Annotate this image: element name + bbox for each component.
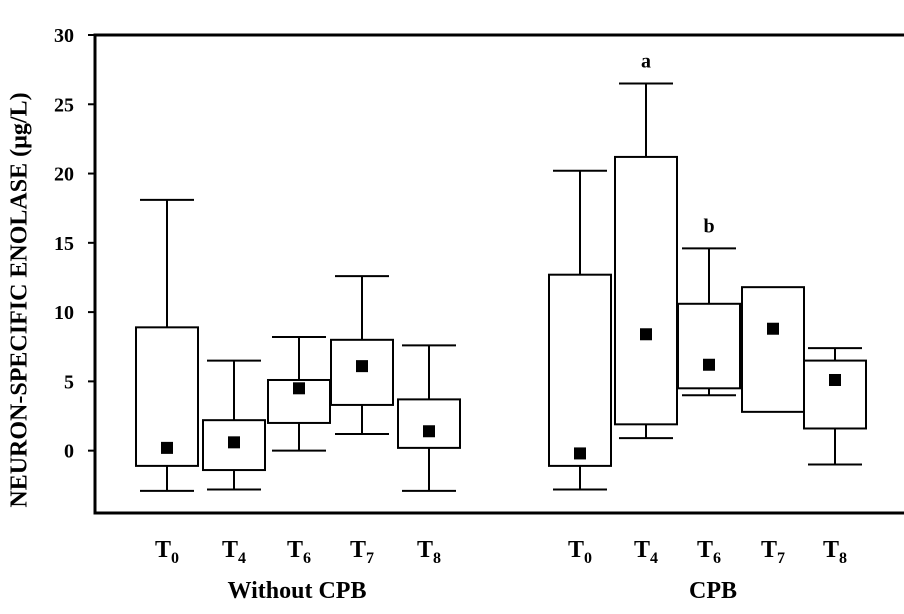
significance-annotation: b: [703, 215, 714, 237]
y-tick-label: 0: [64, 441, 74, 463]
x-tick-letter: T: [222, 537, 238, 563]
y-axis-ticks: 0 5 10 15 20 25 30: [54, 25, 95, 463]
x-tick-subscript: 0: [584, 550, 592, 567]
x-tick-subscript: 4: [650, 550, 658, 567]
box-1-2: b: [677, 215, 741, 397]
box-body: [741, 286, 805, 413]
y-tick-label: 20: [54, 164, 74, 186]
mean-marker: [228, 436, 240, 449]
mean-marker: [356, 360, 368, 373]
x-tick-label: T8: [417, 537, 441, 567]
box-0-4: [397, 344, 461, 492]
box-1-0: [548, 169, 612, 491]
mean-marker: [703, 358, 715, 371]
x-tick-letter: T: [417, 537, 433, 563]
mean-marker: [829, 373, 841, 386]
box-body: [548, 273, 612, 467]
y-tick-label: 10: [54, 302, 74, 324]
y-tick-label: 15: [54, 233, 74, 255]
x-tick-letter: T: [287, 537, 303, 563]
y-tick-label: 30: [54, 25, 74, 47]
x-tick-subscript: 8: [839, 550, 847, 567]
x-tick-subscript: 0: [171, 550, 179, 567]
y-tick-label: 25: [54, 94, 74, 116]
x-tick-subscript: 4: [238, 550, 246, 567]
x-tick-letter: T: [634, 537, 650, 563]
x-tick-subscript: 8: [433, 550, 441, 567]
plot-frame: [93, 33, 904, 515]
box-body: [803, 359, 867, 430]
x-tick-label: T4: [634, 537, 658, 567]
x-tick-label: T0: [568, 537, 592, 567]
x-tick-letter: T: [568, 537, 584, 563]
x-tick-label: T0: [155, 537, 179, 567]
x-tick-subscript: 7: [366, 550, 374, 567]
box-body: [677, 302, 741, 390]
mean-marker: [161, 441, 173, 454]
mean-marker: [423, 425, 435, 438]
mean-marker: [293, 382, 305, 395]
mean-marker: [767, 322, 779, 335]
box-body: [267, 378, 331, 424]
y-tick-label: 5: [64, 371, 74, 393]
x-tick-letter: T: [697, 537, 713, 563]
mean-marker: [640, 328, 652, 341]
box-0-1: [202, 359, 266, 491]
x-axis-tick-labels: T0 T4 T6 T7 T8 T0 T4 T6 T7 T8: [155, 537, 847, 567]
x-tick-letter: T: [350, 537, 366, 563]
x-tick-letter: T: [761, 537, 777, 563]
significance-annotation: a: [641, 50, 651, 72]
box-1-1: a: [614, 50, 678, 440]
box-body: [614, 155, 678, 426]
x-tick-subscript: 6: [713, 550, 721, 567]
x-tick-letter: T: [155, 537, 171, 563]
box-0-3: [330, 275, 394, 436]
x-tick-subscript: 6: [303, 550, 311, 567]
box-body: [397, 398, 461, 449]
x-tick-label: T7: [761, 537, 785, 567]
box-body: [330, 338, 394, 406]
box-0-2: [267, 336, 331, 452]
x-tick-subscript: 7: [777, 550, 785, 567]
group-label-cpb: CPB: [689, 578, 737, 604]
x-tick-label: T4: [222, 537, 246, 567]
x-tick-label: T8: [823, 537, 847, 567]
box-series: ab: [135, 50, 867, 492]
box-1-3: [741, 286, 805, 413]
x-tick-label: T6: [287, 537, 311, 567]
x-tick-letter: T: [823, 537, 839, 563]
box-1-4: [803, 347, 867, 466]
box-0-0: [135, 198, 199, 492]
mean-marker: [574, 447, 586, 460]
x-tick-label: T7: [350, 537, 374, 567]
group-label-without-cpb: Without CPB: [227, 578, 367, 604]
x-tick-label: T6: [697, 537, 721, 567]
